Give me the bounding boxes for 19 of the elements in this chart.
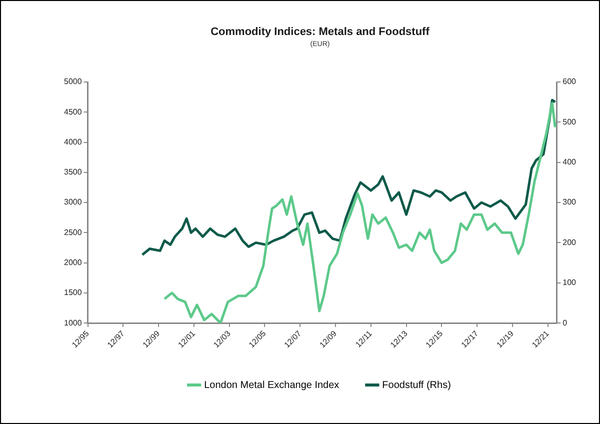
y2-tick-label: 400 (562, 158, 577, 167)
legend-label: Foodstuff (Rhs) (382, 380, 451, 391)
y2-tick-label: 500 (562, 117, 577, 126)
legend-label: London Metal Exchange Index (204, 380, 340, 391)
y2-tick-label: 100 (562, 278, 577, 288)
y-tick-label: 3500 (64, 168, 82, 177)
y2-tick-label: 300 (562, 198, 577, 207)
y-tick-label: 4500 (64, 107, 82, 116)
chart-title: Commodity Indices: Metals and Foodstuff (210, 26, 430, 38)
y2-tick-label: 0 (562, 318, 568, 328)
y-tick-label: 4000 (64, 137, 82, 146)
y-tick-label: 1000 (64, 318, 82, 328)
y2-tick-label: 600 (562, 77, 577, 86)
y-tick-label: 2000 (64, 258, 82, 267)
y-tick-label: 5000 (64, 77, 82, 86)
y-tick-label: 2500 (64, 228, 82, 237)
y-tick-label: 1500 (64, 288, 82, 298)
y-tick-label: 3000 (64, 198, 82, 207)
y2-tick-label: 200 (562, 238, 577, 247)
